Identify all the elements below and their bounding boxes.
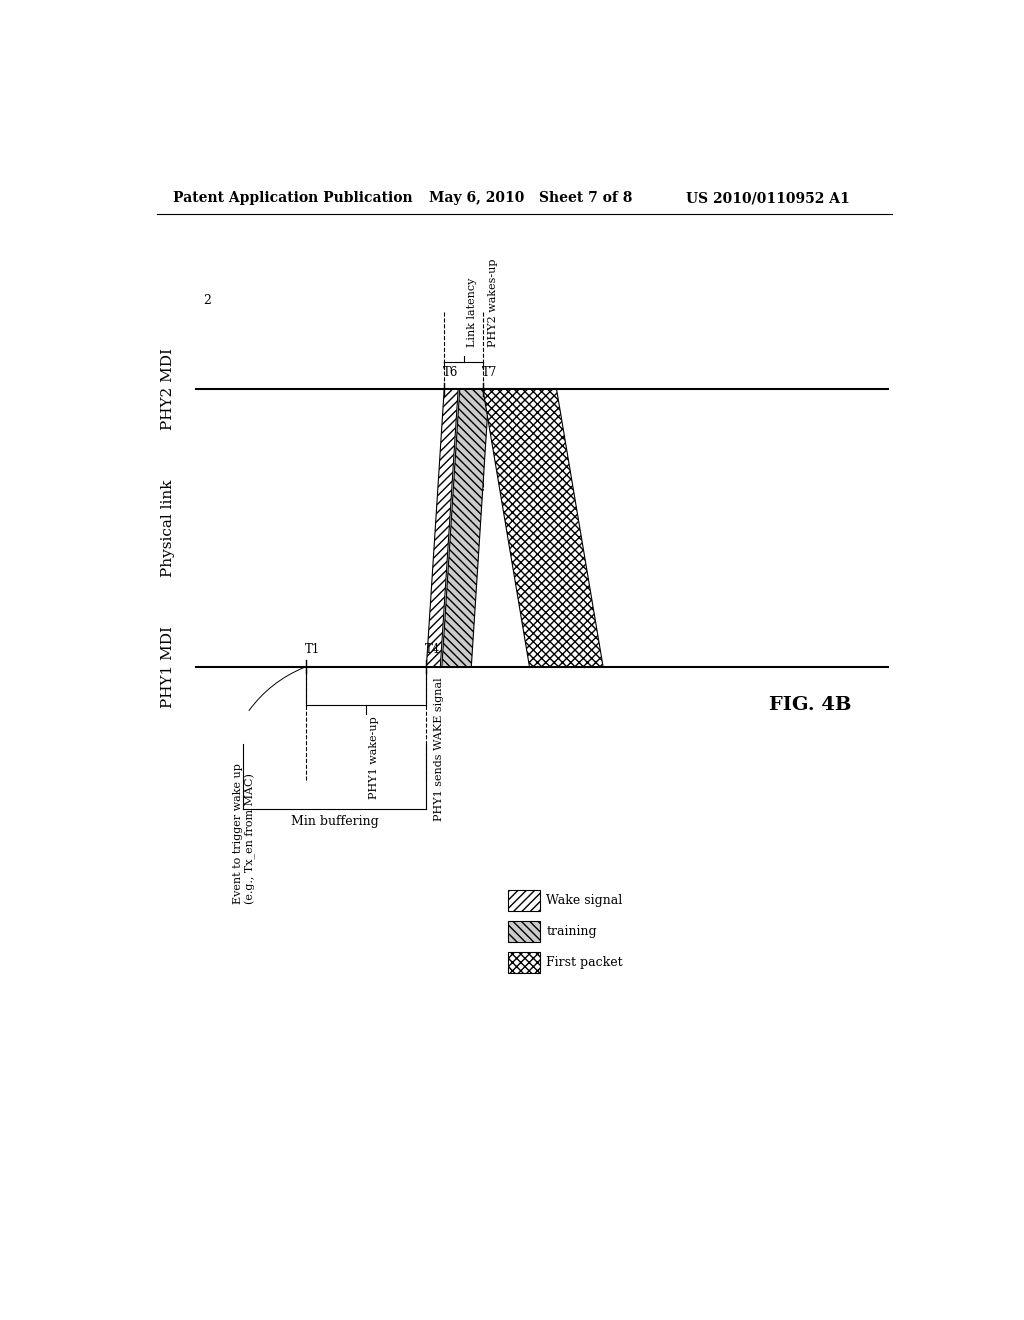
Polygon shape bbox=[483, 389, 603, 667]
Text: Event to trigger wake up
(e.g., Tx_en from MAC): Event to trigger wake up (e.g., Tx_en fr… bbox=[233, 763, 256, 904]
Text: Link latency: Link latency bbox=[467, 277, 477, 347]
Text: US 2010/0110952 A1: US 2010/0110952 A1 bbox=[686, 191, 850, 206]
Text: T7: T7 bbox=[481, 366, 497, 379]
Text: PHY1 sends WAKE signal: PHY1 sends WAKE signal bbox=[434, 677, 444, 821]
Text: training: training bbox=[547, 925, 597, 939]
Text: Patent Application Publication: Patent Application Publication bbox=[173, 191, 413, 206]
Text: T6: T6 bbox=[442, 366, 458, 379]
Text: May 6, 2010   Sheet 7 of 8: May 6, 2010 Sheet 7 of 8 bbox=[429, 191, 632, 206]
Polygon shape bbox=[508, 952, 541, 973]
Polygon shape bbox=[426, 389, 458, 667]
Text: PHY2 wakes-up: PHY2 wakes-up bbox=[487, 259, 498, 347]
Text: Min buffering: Min buffering bbox=[291, 816, 379, 828]
Text: Wake signal: Wake signal bbox=[547, 894, 623, 907]
Text: Physical link: Physical link bbox=[162, 479, 175, 577]
Text: 2: 2 bbox=[203, 294, 211, 308]
Polygon shape bbox=[442, 389, 489, 667]
Text: First packet: First packet bbox=[547, 956, 624, 969]
Polygon shape bbox=[508, 921, 541, 942]
Text: PHY1 MDI: PHY1 MDI bbox=[162, 626, 175, 708]
Text: PHY1 wake-up: PHY1 wake-up bbox=[370, 715, 380, 799]
Text: T1: T1 bbox=[305, 643, 319, 656]
Text: T4: T4 bbox=[425, 643, 440, 656]
Text: FIG. 4B: FIG. 4B bbox=[769, 696, 851, 714]
Text: PHY2 MDI: PHY2 MDI bbox=[162, 348, 175, 430]
Polygon shape bbox=[508, 890, 541, 911]
